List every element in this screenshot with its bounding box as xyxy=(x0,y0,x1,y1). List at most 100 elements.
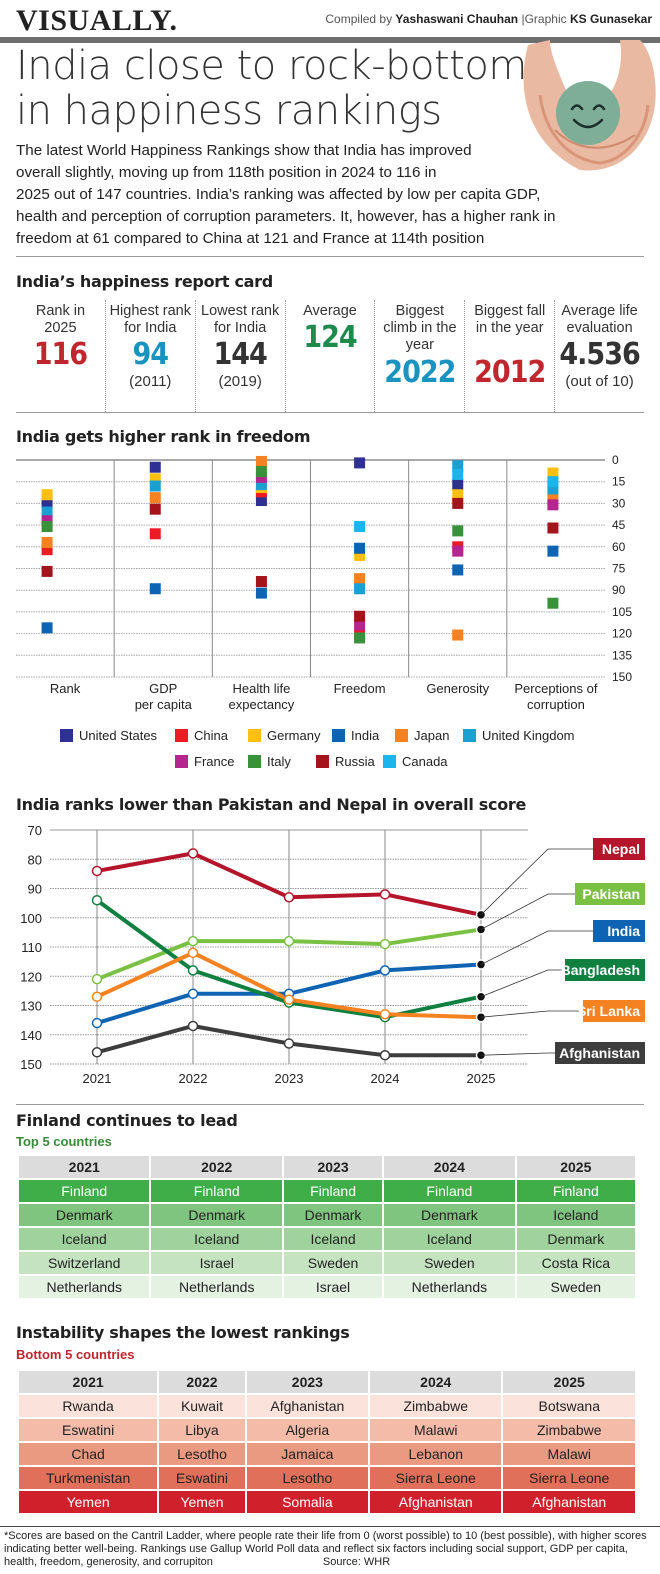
report-card-item: Average life evaluation 4.536 (out of 10) xyxy=(555,300,644,412)
table-cell: Jamaica xyxy=(246,1443,369,1465)
table-header-row: 2021 2022 2023 2024 2025 xyxy=(19,1371,635,1393)
column-header: 2021 xyxy=(19,1371,158,1393)
data-point xyxy=(91,991,103,1002)
series-label-box xyxy=(593,838,645,860)
data-point xyxy=(187,1020,199,1032)
data-point-italy xyxy=(255,466,267,478)
table-cell: Iceland xyxy=(19,1228,150,1250)
data-point-india xyxy=(452,564,464,576)
y-tick-label: 150 xyxy=(612,670,632,684)
data-point-china xyxy=(41,544,53,556)
table-cell: Finland xyxy=(384,1180,515,1202)
footnote: *Scores are based on the Cantril Ladder,… xyxy=(4,1530,660,1569)
y-tick-label: 140 xyxy=(20,1028,42,1043)
legend-item: Italy xyxy=(248,754,291,769)
table-row: Netherlands Netherlands Israel Netherlands S… xyxy=(19,1276,635,1298)
table-cell: Finland xyxy=(516,1180,635,1202)
report-card-sub: (out of 10) xyxy=(565,373,634,390)
data-point-canada xyxy=(354,521,366,533)
series-label-box xyxy=(565,959,645,981)
legend-swatch xyxy=(463,729,476,742)
data-point-canada xyxy=(547,476,559,488)
table-cell: Denmark xyxy=(151,1204,282,1226)
table-row: Rwanda Kuwait Afghanistan Zimbabwe Botswana xyxy=(19,1395,635,1417)
legend-label: Canada xyxy=(402,754,448,769)
table-cell: Somalia xyxy=(246,1491,369,1513)
y-tick-label: 45 xyxy=(612,518,626,532)
report-card-value: 2012 xyxy=(474,355,546,390)
table-cell: Sweden xyxy=(283,1252,383,1274)
compiled-name: Yashaswani Chauhan xyxy=(395,12,519,26)
table-cell: Iceland xyxy=(283,1228,383,1250)
x-category-label: Rank xyxy=(50,681,81,696)
data-point-russia xyxy=(547,522,559,534)
data-point xyxy=(187,935,199,947)
legend-item: Russia xyxy=(316,754,375,769)
y-tick-label: 130 xyxy=(20,999,42,1014)
y-tick-label: 30 xyxy=(612,496,626,510)
legend-swatch xyxy=(383,755,396,768)
legend-item: China xyxy=(175,728,228,743)
report-card-value: 144 xyxy=(213,337,267,372)
data-point-india xyxy=(255,587,267,599)
table-row: Eswatini Libya Algeria Malawi Zimbabwe xyxy=(19,1419,635,1441)
x-category-label: Health life xyxy=(233,681,291,696)
legend-label: Germany xyxy=(267,728,321,743)
series-label: Bangladesh xyxy=(561,962,640,978)
headline-line-2: in happiness rankings xyxy=(16,88,442,134)
series-label: Afghanistan xyxy=(559,1045,640,1061)
table-cell: Israel xyxy=(151,1252,282,1274)
smiley-icon xyxy=(556,81,620,145)
graphic-name: KS Gunasekar xyxy=(569,12,652,26)
table-cell: Yemen xyxy=(159,1491,245,1513)
table-cell: Algeria xyxy=(246,1419,369,1441)
series-label-box xyxy=(555,1042,645,1064)
y-tick-label: 80 xyxy=(28,852,42,867)
data-point-united-kingdom xyxy=(547,483,559,495)
table-cell: Iceland xyxy=(384,1228,515,1250)
report-card-sub: (2019) xyxy=(218,373,262,390)
table-cell: Sweden xyxy=(516,1276,635,1298)
x-tick-label: 2025 xyxy=(467,1071,496,1086)
table-cell: Netherlands xyxy=(151,1276,282,1298)
table-cell: Chad xyxy=(19,1443,158,1465)
report-card-item: Lowest rank for India 144 (2019) xyxy=(196,300,286,412)
column-header: 2022 xyxy=(151,1156,282,1178)
data-point-united-kingdom xyxy=(354,583,366,595)
label-connector xyxy=(480,848,593,916)
data-point-france xyxy=(452,545,464,557)
legend-swatch xyxy=(175,729,188,742)
label-connector xyxy=(480,1010,583,1018)
report-card-item: Average 124 xyxy=(286,300,376,412)
data-point-united-kingdom xyxy=(255,479,267,491)
table-cell: Afghanistan xyxy=(503,1491,635,1513)
column-header: 2022 xyxy=(159,1371,245,1393)
table-cell: Kuwait xyxy=(159,1395,245,1417)
bottom-countries-table: 2021 2022 2023 2024 2025 Rwanda Kuwait Afghanis… xyxy=(17,1369,637,1515)
x-tick-label: 2021 xyxy=(83,1071,112,1086)
data-point-japan xyxy=(452,629,464,641)
legend-label: United Kingdom xyxy=(482,728,575,743)
legend-item: Canada xyxy=(383,754,448,769)
data-point xyxy=(379,1049,391,1061)
table-cell: Finland xyxy=(151,1180,282,1202)
table-cell: Yemen xyxy=(19,1491,158,1513)
table-cell: Zimbabwe xyxy=(503,1419,635,1441)
data-point-india xyxy=(149,583,161,595)
data-point-united-states xyxy=(255,495,267,507)
intro-paragraph: The latest World Happiness Rankings show… xyxy=(16,140,646,250)
table-cell: Malawi xyxy=(370,1419,502,1441)
table-cell: Sierra Leone xyxy=(503,1467,635,1489)
column-header: 2023 xyxy=(246,1371,369,1393)
y-tick-label: 105 xyxy=(612,605,632,619)
data-point-italy xyxy=(452,525,464,537)
table-cell: Eswatini xyxy=(159,1467,245,1489)
legend-swatch xyxy=(395,729,408,742)
column-header: 2025 xyxy=(516,1156,635,1178)
credits: Compiled by Yashaswani Chauhan |Graphic … xyxy=(325,12,652,26)
divider xyxy=(16,412,644,413)
data-point-canada xyxy=(452,468,464,480)
table-row: Yemen Yemen Somalia Afghanistan Afghanistan xyxy=(19,1491,635,1513)
x-tick-label: 2024 xyxy=(371,1071,400,1086)
data-point-france xyxy=(547,499,559,511)
